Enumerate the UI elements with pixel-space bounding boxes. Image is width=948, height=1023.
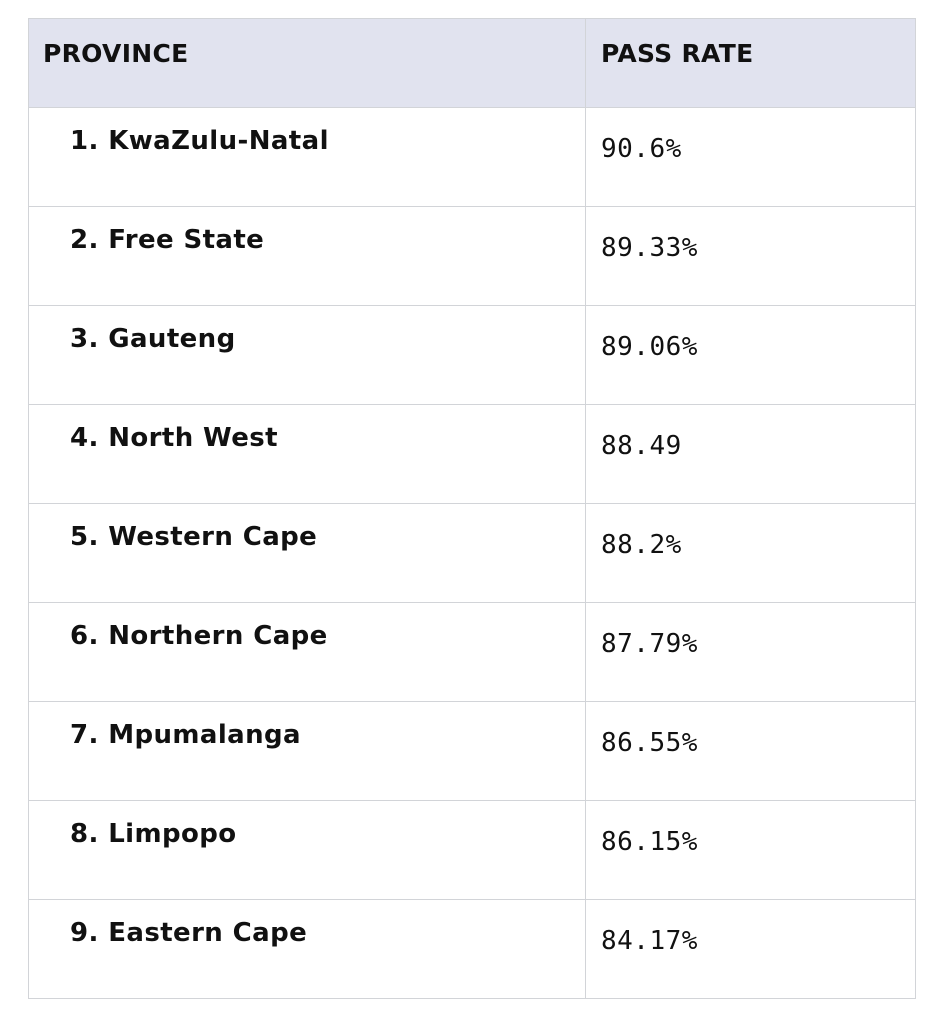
pass-rate-value: 88.2% xyxy=(601,530,682,560)
province-cell: 8. Limpopo xyxy=(28,800,586,900)
province-cell: 6. Northern Cape xyxy=(28,602,586,702)
province-name: 5. Western Cape xyxy=(70,522,318,552)
table-row: 9. Eastern Cape 84.17% xyxy=(28,899,916,999)
pass-rate-value: 87.79% xyxy=(601,629,698,659)
pass-rate-value: 89.33% xyxy=(601,233,698,263)
table-row: 2. Free State 89.33% xyxy=(28,206,916,306)
province-header-label: PROVINCE xyxy=(43,39,189,68)
pass-rate-table: PROVINCE PASS RATE 1. KwaZulu-Natal 90.6… xyxy=(28,18,916,999)
province-cell: 9. Eastern Cape xyxy=(28,899,586,999)
province-name: 7. Mpumalanga xyxy=(70,720,301,750)
table-row: 6. Northern Cape 87.79% xyxy=(28,602,916,702)
pass-rate-cell: 89.06% xyxy=(585,305,916,405)
pass-rate-value: 86.15% xyxy=(601,827,698,857)
province-name: 4. North West xyxy=(70,423,278,453)
table-header: PROVINCE PASS RATE xyxy=(28,18,916,108)
province-cell: 5. Western Cape xyxy=(28,503,586,603)
table-row: 8. Limpopo 86.15% xyxy=(28,800,916,900)
pass-rate-value: 84.17% xyxy=(601,926,698,956)
province-name: 6. Northern Cape xyxy=(70,621,328,651)
province-name: 1. KwaZulu-Natal xyxy=(70,126,329,156)
pass-rate-value: 86.55% xyxy=(601,728,698,758)
pass-rate-cell: 90.6% xyxy=(585,107,916,207)
pass-rate-cell: 87.79% xyxy=(585,602,916,702)
table-row: 3. Gauteng 89.06% xyxy=(28,305,916,405)
table-row: 4. North West 88.49 xyxy=(28,404,916,504)
table-row: 5. Western Cape 88.2% xyxy=(28,503,916,603)
pass-rate-cell: 88.2% xyxy=(585,503,916,603)
province-name: 2. Free State xyxy=(70,225,265,255)
table-row: 7. Mpumalanga 86.55% xyxy=(28,701,916,801)
province-cell: 7. Mpumalanga xyxy=(28,701,586,801)
pass-rate-header-label: PASS RATE xyxy=(601,39,754,68)
pass-rate-table-container: PROVINCE PASS RATE 1. KwaZulu-Natal 90.6… xyxy=(28,18,916,999)
pass-rate-cell: 86.55% xyxy=(585,701,916,801)
province-cell: 2. Free State xyxy=(28,206,586,306)
pass-rate-value: 90.6% xyxy=(601,134,682,164)
province-cell: 1. KwaZulu-Natal xyxy=(28,107,586,207)
province-cell: 4. North West xyxy=(28,404,586,504)
pass-rate-column-header: PASS RATE xyxy=(585,18,916,108)
table-body: 1. KwaZulu-Natal 90.6% 2. Free State 89.… xyxy=(28,107,916,999)
pass-rate-cell: 89.33% xyxy=(585,206,916,306)
province-name: 3. Gauteng xyxy=(70,324,236,354)
table-row: 1. KwaZulu-Natal 90.6% xyxy=(28,107,916,207)
pass-rate-value: 89.06% xyxy=(601,332,698,362)
pass-rate-cell: 88.49 xyxy=(585,404,916,504)
header-row: PROVINCE PASS RATE xyxy=(28,18,916,108)
pass-rate-cell: 84.17% xyxy=(585,899,916,999)
province-column-header: PROVINCE xyxy=(28,18,586,108)
province-name: 8. Limpopo xyxy=(70,819,237,849)
pass-rate-value: 88.49 xyxy=(601,431,682,461)
province-cell: 3. Gauteng xyxy=(28,305,586,405)
pass-rate-cell: 86.15% xyxy=(585,800,916,900)
province-name: 9. Eastern Cape xyxy=(70,918,308,948)
